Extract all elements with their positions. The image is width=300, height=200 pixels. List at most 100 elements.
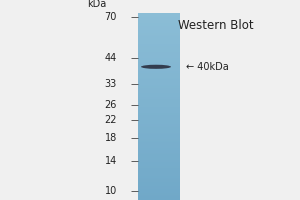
Bar <box>138 194 180 195</box>
Bar <box>138 50 180 51</box>
Bar <box>138 91 180 92</box>
Bar <box>138 187 180 188</box>
Bar <box>138 190 180 191</box>
Bar <box>138 94 180 95</box>
Bar <box>138 82 180 83</box>
Bar <box>138 128 180 129</box>
Bar <box>138 84 180 85</box>
Bar <box>138 111 180 112</box>
Bar <box>138 131 180 132</box>
Bar <box>138 38 180 39</box>
Text: ← 40kDa: ← 40kDa <box>186 62 229 72</box>
Bar <box>138 75 180 76</box>
Text: 18: 18 <box>105 133 117 143</box>
Bar <box>138 97 180 98</box>
Bar <box>138 71 180 72</box>
Bar <box>138 24 180 25</box>
Bar <box>138 89 180 90</box>
Bar <box>138 45 180 46</box>
Bar <box>138 158 180 159</box>
Bar <box>138 69 180 70</box>
Bar <box>138 21 180 22</box>
Bar <box>138 176 180 178</box>
Bar <box>138 102 180 103</box>
Bar <box>138 15 180 16</box>
Bar <box>138 88 180 89</box>
Bar <box>138 83 180 84</box>
Bar <box>138 39 180 40</box>
Bar <box>138 168 180 169</box>
Bar <box>138 79 180 80</box>
Bar <box>138 147 180 148</box>
Bar <box>138 86 180 87</box>
Bar <box>138 105 180 106</box>
Text: 22: 22 <box>104 115 117 125</box>
Bar <box>138 132 180 133</box>
Bar <box>138 178 180 179</box>
Bar <box>138 61 180 62</box>
Bar <box>138 174 180 175</box>
Bar <box>138 59 180 60</box>
Bar <box>138 136 180 137</box>
Bar <box>138 46 180 47</box>
Bar <box>138 19 180 20</box>
Bar <box>138 125 180 126</box>
Bar <box>138 28 180 29</box>
Bar <box>138 184 180 185</box>
Bar <box>138 44 180 45</box>
Bar <box>138 118 180 119</box>
Bar <box>138 101 180 102</box>
Bar <box>138 109 180 110</box>
Text: 70: 70 <box>105 12 117 22</box>
Bar <box>138 113 180 114</box>
Bar <box>138 32 180 33</box>
Bar <box>138 60 180 61</box>
Bar <box>138 16 180 17</box>
Bar <box>138 165 180 166</box>
Bar <box>138 119 180 120</box>
Bar <box>138 127 180 128</box>
Bar <box>138 130 180 131</box>
Bar <box>138 154 180 155</box>
Bar <box>138 198 180 199</box>
Bar <box>138 116 180 117</box>
Bar <box>138 56 180 57</box>
Bar <box>138 96 180 97</box>
Bar <box>138 13 180 14</box>
Bar <box>138 186 180 187</box>
Bar <box>138 92 180 93</box>
Bar <box>138 70 180 71</box>
Bar <box>138 139 180 140</box>
Bar <box>138 76 180 77</box>
Bar <box>138 135 180 136</box>
Bar <box>138 150 180 151</box>
Bar <box>138 124 180 125</box>
Bar <box>138 183 180 184</box>
Bar <box>138 167 180 168</box>
Bar <box>138 107 180 108</box>
Bar <box>138 30 180 31</box>
Bar <box>138 108 180 109</box>
Bar <box>138 123 180 124</box>
Bar <box>138 170 180 171</box>
Bar <box>138 48 180 50</box>
Bar <box>138 18 180 19</box>
Bar <box>138 72 180 73</box>
Bar <box>138 133 180 135</box>
Bar <box>138 110 180 111</box>
Bar <box>138 43 180 44</box>
Bar <box>138 122 180 123</box>
Bar <box>138 155 180 156</box>
Bar <box>138 26 180 27</box>
Bar <box>138 93 180 94</box>
Bar <box>138 65 180 66</box>
Bar <box>138 63 180 64</box>
Bar <box>138 62 180 63</box>
Bar <box>138 112 180 113</box>
Bar <box>138 126 180 127</box>
Bar <box>138 140 180 141</box>
Bar <box>138 68 180 69</box>
Bar <box>138 42 180 43</box>
Bar <box>138 81 180 82</box>
Bar <box>138 17 180 18</box>
